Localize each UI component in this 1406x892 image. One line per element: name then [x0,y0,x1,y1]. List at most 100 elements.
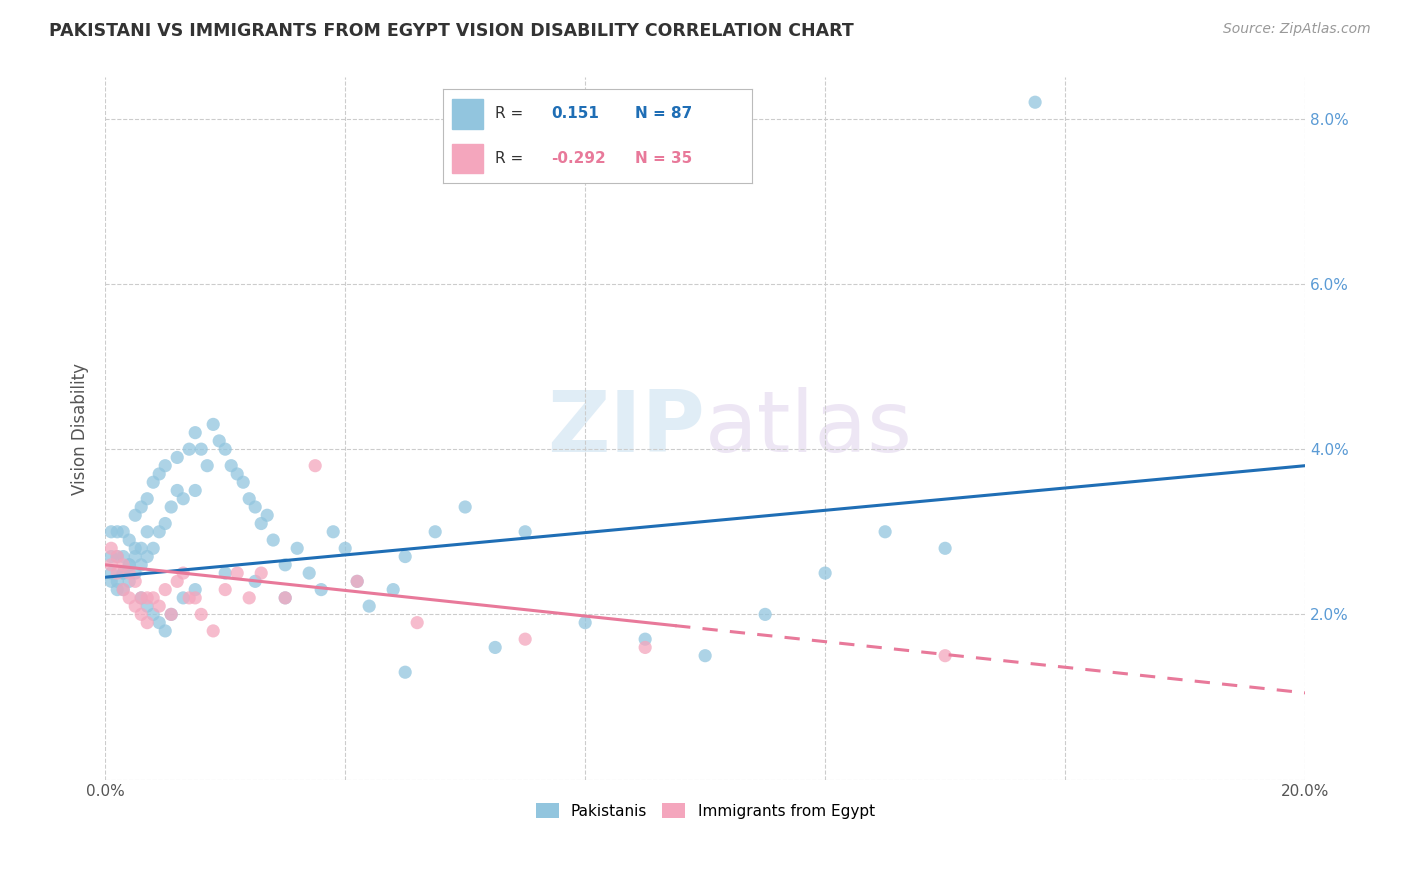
Point [574,615,596,630]
Point [382,582,405,597]
Text: N = 35: N = 35 [634,151,692,166]
Point [118,558,141,572]
Point [195,458,218,473]
Point [454,500,477,514]
Point [232,475,254,490]
Point [214,582,236,597]
Point [754,607,776,622]
Point [335,541,357,556]
Point [634,632,657,647]
Point [245,574,267,589]
Point [118,591,141,605]
Point [129,500,152,514]
Point [105,566,128,580]
Bar [453,144,484,173]
Point [136,591,159,605]
Point [129,607,152,622]
Point [129,591,152,605]
Point [160,607,183,622]
Point [100,558,122,572]
Point [814,566,837,580]
Text: N = 87: N = 87 [634,106,692,121]
Point [124,599,146,614]
Point [100,541,122,556]
Point [155,624,177,638]
Point [160,607,183,622]
Point [250,516,273,531]
Point [250,566,273,580]
Point [112,549,135,564]
Point [148,467,170,481]
Point [142,475,165,490]
Bar [453,98,484,128]
Point [136,491,159,506]
Point [160,500,183,514]
Point [172,591,194,605]
Point [124,549,146,564]
Point [214,566,236,580]
Point [695,648,717,663]
Point [346,574,368,589]
Point [100,566,122,580]
Point [875,524,897,539]
Point [105,549,128,564]
Point [129,558,152,572]
Point [202,417,225,432]
Point [309,582,332,597]
Point [208,434,231,448]
Point [112,582,135,597]
Point [214,442,236,457]
Point [105,574,128,589]
Point [105,524,128,539]
Point [226,467,249,481]
Point [226,566,249,580]
Point [322,524,344,539]
Point [100,549,122,564]
Point [238,591,260,605]
Point [190,442,212,457]
Point [118,574,141,589]
Point [515,632,537,647]
Point [166,483,188,498]
Point [285,541,308,556]
Point [256,508,278,523]
Point [298,566,321,580]
Text: atlas: atlas [706,387,912,470]
Point [1024,95,1046,110]
Point [634,640,657,655]
Point [118,566,141,580]
Point [172,566,194,580]
Point [136,615,159,630]
Point [274,591,297,605]
Point [112,582,135,597]
Point [934,541,956,556]
Point [129,591,152,605]
Point [304,458,326,473]
Point [359,599,381,614]
Point [934,648,956,663]
Point [112,566,135,580]
Point [100,574,122,589]
Point [136,524,159,539]
Point [112,524,135,539]
Point [142,607,165,622]
Point [172,491,194,506]
Point [124,574,146,589]
Point [406,615,429,630]
Point [112,566,135,580]
Point [118,558,141,572]
Text: R =: R = [495,151,523,166]
Point [155,516,177,531]
Point [219,458,242,473]
Point [105,549,128,564]
Point [262,533,284,547]
Point [142,541,165,556]
Point [245,500,267,514]
Text: R =: R = [495,106,523,121]
Text: Source: ZipAtlas.com: Source: ZipAtlas.com [1223,22,1371,37]
Point [425,524,447,539]
Point [129,541,152,556]
Legend: Pakistanis, Immigrants from Egypt: Pakistanis, Immigrants from Egypt [530,797,880,824]
Point [515,524,537,539]
Point [274,558,297,572]
